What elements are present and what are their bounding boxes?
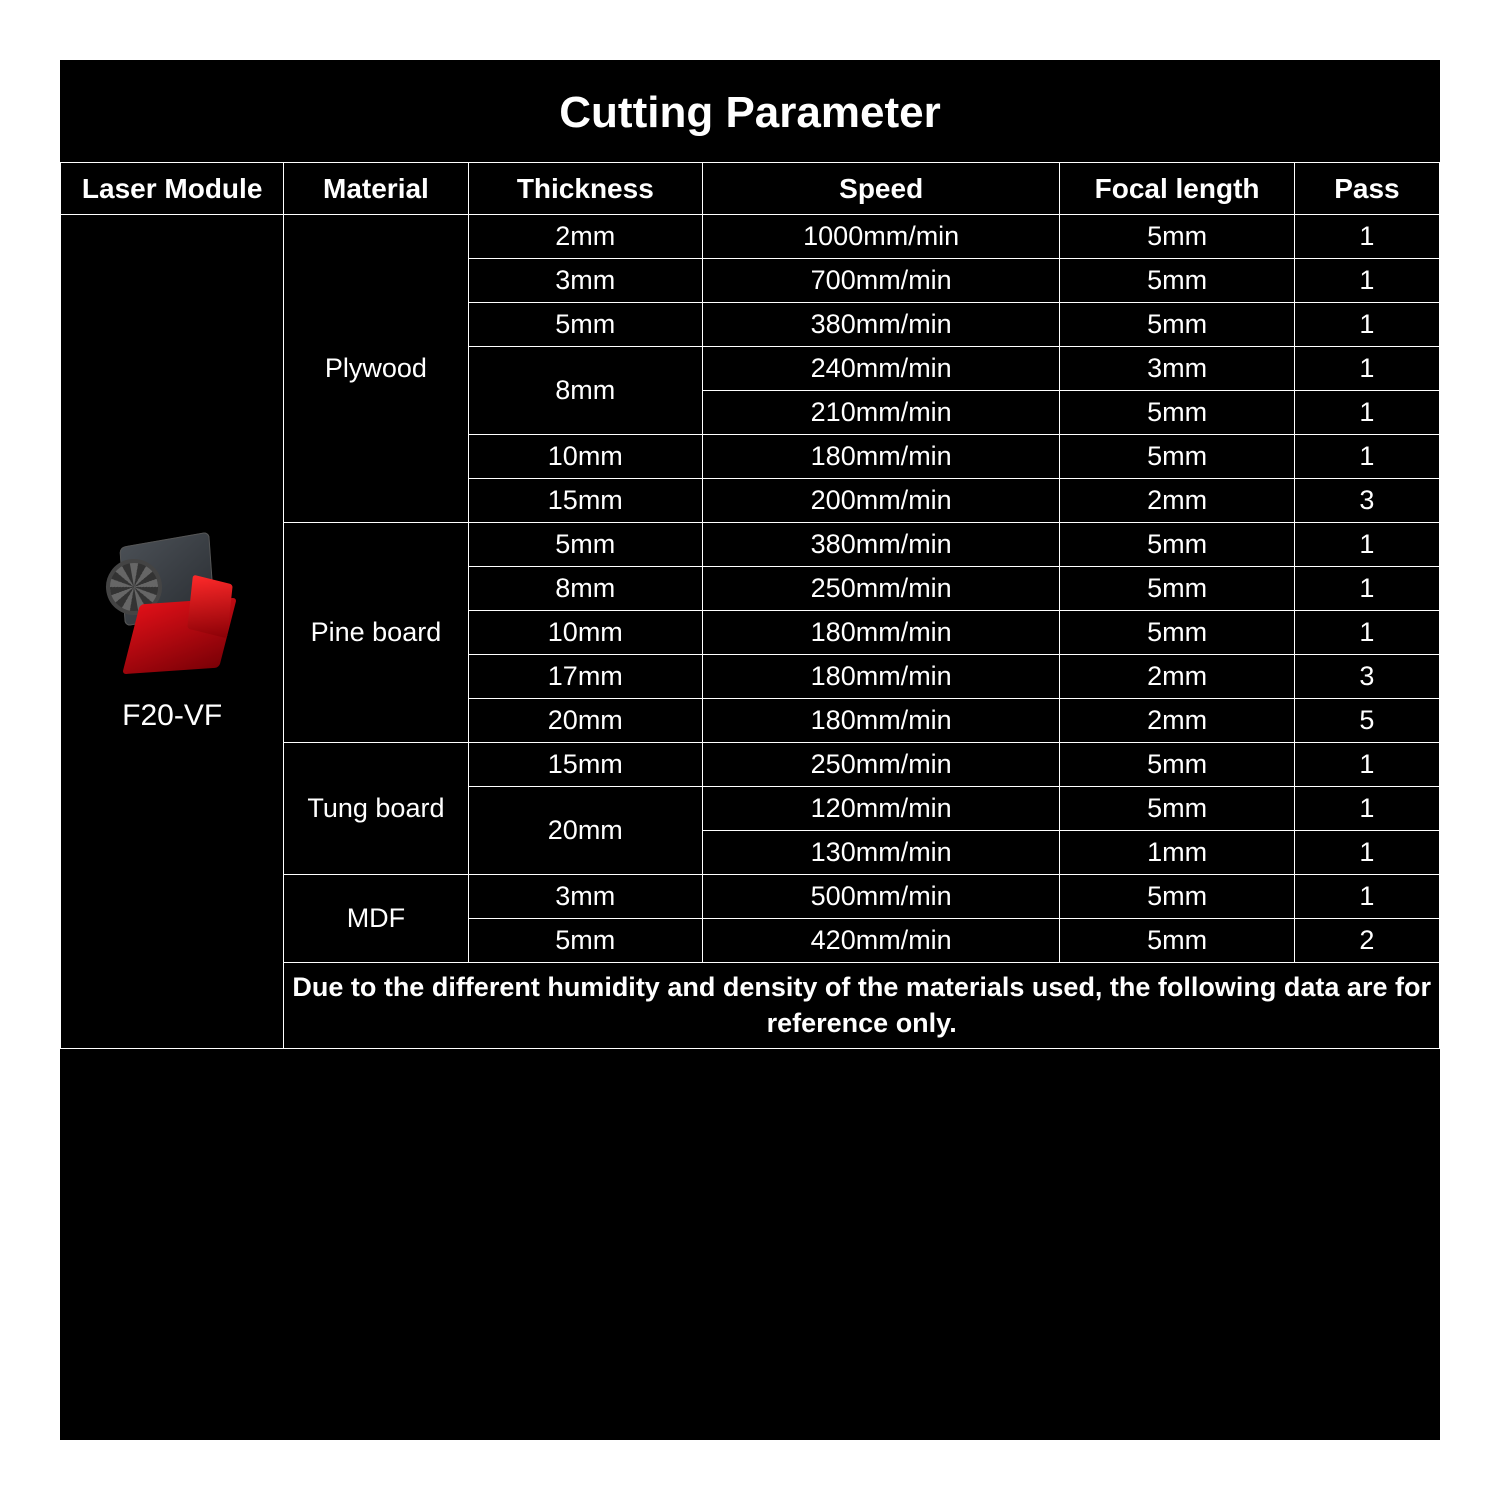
pass-cell: 1 (1294, 215, 1439, 259)
focal-cell: 2mm (1060, 479, 1294, 523)
thickness-cell: 8mm (468, 347, 702, 435)
focal-cell: 5mm (1060, 875, 1294, 919)
thickness-cell: 15mm (468, 479, 702, 523)
col-pass: Pass (1294, 163, 1439, 215)
material-cell: Plywood (284, 215, 468, 523)
thickness-cell: 3mm (468, 259, 702, 303)
col-speed: Speed (703, 163, 1060, 215)
thickness-cell: 5mm (468, 523, 702, 567)
thickness-cell: 5mm (468, 303, 702, 347)
focal-cell: 5mm (1060, 743, 1294, 787)
focal-cell: 5mm (1060, 787, 1294, 831)
page-title: Cutting Parameter (60, 60, 1440, 162)
thickness-cell: 3mm (468, 875, 702, 919)
focal-cell: 3mm (1060, 347, 1294, 391)
focal-cell: 1mm (1060, 831, 1294, 875)
thickness-cell: 10mm (468, 611, 702, 655)
focal-cell: 2mm (1060, 655, 1294, 699)
table-header-row: Laser Module Material Thickness Speed Fo… (61, 163, 1440, 215)
speed-cell: 240mm/min (703, 347, 1060, 391)
focal-cell: 5mm (1060, 919, 1294, 963)
pass-cell: 3 (1294, 655, 1439, 699)
focal-cell: 5mm (1060, 303, 1294, 347)
material-cell: Tung board (284, 743, 468, 875)
speed-cell: 250mm/min (703, 567, 1060, 611)
speed-cell: 380mm/min (703, 303, 1060, 347)
thickness-cell: 20mm (468, 787, 702, 875)
focal-cell: 5mm (1060, 435, 1294, 479)
pass-cell: 1 (1294, 875, 1439, 919)
pass-cell: 1 (1294, 787, 1439, 831)
col-focal: Focal length (1060, 163, 1294, 215)
thickness-cell: 20mm (468, 699, 702, 743)
pass-cell: 1 (1294, 259, 1439, 303)
pass-cell: 1 (1294, 523, 1439, 567)
speed-cell: 180mm/min (703, 655, 1060, 699)
speed-cell: 180mm/min (703, 435, 1060, 479)
pass-cell: 1 (1294, 303, 1439, 347)
thickness-cell: 17mm (468, 655, 702, 699)
thickness-cell: 8mm (468, 567, 702, 611)
speed-cell: 1000mm/min (703, 215, 1060, 259)
cutting-parameter-table: Laser Module Material Thickness Speed Fo… (60, 162, 1440, 1049)
material-cell: MDF (284, 875, 468, 963)
table-row: F20-VFPlywood2mm1000mm/min5mm1 (61, 215, 1440, 259)
focal-cell: 5mm (1060, 567, 1294, 611)
pass-cell: 1 (1294, 611, 1439, 655)
parameter-sheet: Cutting Parameter Laser Module Material … (60, 60, 1440, 1440)
focal-cell: 5mm (1060, 523, 1294, 567)
focal-cell: 2mm (1060, 699, 1294, 743)
module-cell: F20-VF (61, 215, 284, 1049)
pass-cell: 5 (1294, 699, 1439, 743)
laser-module-icon (92, 529, 252, 679)
pass-cell: 1 (1294, 435, 1439, 479)
focal-cell: 5mm (1060, 259, 1294, 303)
col-material: Material (284, 163, 468, 215)
speed-cell: 130mm/min (703, 831, 1060, 875)
col-module: Laser Module (61, 163, 284, 215)
pass-cell: 1 (1294, 831, 1439, 875)
pass-cell: 1 (1294, 743, 1439, 787)
speed-cell: 180mm/min (703, 611, 1060, 655)
thickness-cell: 10mm (468, 435, 702, 479)
module-name: F20-VF (122, 699, 222, 733)
pass-cell: 1 (1294, 391, 1439, 435)
pass-cell: 1 (1294, 347, 1439, 391)
speed-cell: 500mm/min (703, 875, 1060, 919)
pass-cell: 1 (1294, 567, 1439, 611)
pass-cell: 2 (1294, 919, 1439, 963)
thickness-cell: 5mm (468, 919, 702, 963)
focal-cell: 5mm (1060, 611, 1294, 655)
speed-cell: 120mm/min (703, 787, 1060, 831)
col-thickness: Thickness (468, 163, 702, 215)
speed-cell: 700mm/min (703, 259, 1060, 303)
pass-cell: 3 (1294, 479, 1439, 523)
speed-cell: 250mm/min (703, 743, 1060, 787)
speed-cell: 380mm/min (703, 523, 1060, 567)
focal-cell: 5mm (1060, 391, 1294, 435)
speed-cell: 180mm/min (703, 699, 1060, 743)
thickness-cell: 15mm (468, 743, 702, 787)
speed-cell: 420mm/min (703, 919, 1060, 963)
focal-cell: 5mm (1060, 215, 1294, 259)
material-cell: Pine board (284, 523, 468, 743)
speed-cell: 200mm/min (703, 479, 1060, 523)
thickness-cell: 2mm (468, 215, 702, 259)
footnote-text: Due to the different humidity and densit… (284, 963, 1440, 1049)
speed-cell: 210mm/min (703, 391, 1060, 435)
